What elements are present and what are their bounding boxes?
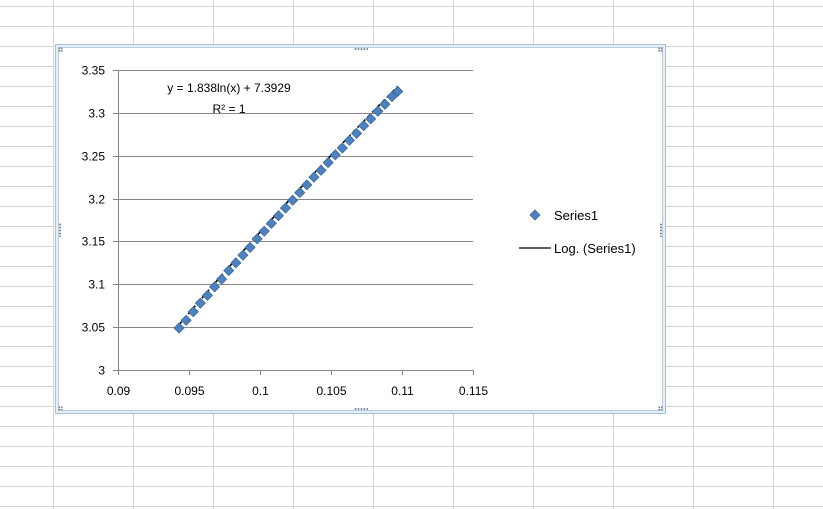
y-tick-label: 3.2 — [88, 193, 105, 207]
data-point[interactable] — [287, 194, 299, 206]
legend[interactable]: Series1 Log. (Series1) — [519, 208, 636, 256]
y-tick-label: 3.35 — [82, 64, 106, 78]
chart-area[interactable]: 3 3.05 3.1 3.15 3.2 3.25 3.3 3.35 0.09 0.095 0.1 0.… — [55, 44, 666, 414]
legend-marker-series1 — [529, 209, 541, 221]
data-point[interactable] — [237, 249, 249, 261]
data-point[interactable] — [336, 142, 348, 154]
trendline-equation-label[interactable]: y = 1.838ln(x) + 7.3929 — [167, 81, 291, 95]
y-tick-label: 3.1 — [88, 278, 105, 292]
resize-handle-top[interactable] — [354, 47, 368, 51]
x-tick-label: 0.095 — [174, 384, 204, 398]
resize-handle-right[interactable] — [659, 223, 663, 237]
data-point[interactable] — [272, 210, 285, 222]
chart: 3 3.05 3.1 3.15 3.2 3.25 3.3 3.35 0.09 0.095 0.1 0.… — [82, 64, 636, 399]
data-point[interactable] — [343, 134, 356, 146]
data-point[interactable] — [365, 113, 377, 125]
x-tick-label: 0.105 — [316, 384, 346, 398]
data-point[interactable] — [223, 265, 235, 277]
data-point[interactable] — [251, 233, 263, 245]
data-point[interactable] — [379, 98, 391, 110]
data-point[interactable] — [386, 91, 398, 103]
resize-handle-bottom[interactable] — [354, 407, 368, 411]
legend-label-series1: Series1 — [554, 208, 598, 223]
data-point[interactable] — [187, 306, 199, 318]
data-point[interactable] — [173, 322, 185, 334]
y-tick-label: 3.25 — [82, 150, 106, 164]
y-tick-label: 3.05 — [82, 321, 106, 335]
resize-handle-top-right[interactable] — [658, 47, 663, 52]
resize-handle-bottom-left[interactable] — [58, 406, 63, 411]
data-point[interactable] — [265, 217, 277, 229]
legend-label-log-series1: Log. (Series1) — [554, 241, 636, 256]
data-point[interactable] — [258, 225, 270, 237]
data-point[interactable] — [216, 273, 228, 285]
data-point[interactable] — [201, 289, 214, 301]
data-point[interactable] — [350, 127, 363, 139]
data-point[interactable] — [329, 149, 341, 161]
plot-area[interactable]: 3 3.05 3.1 3.15 3.2 3.25 3.3 3.35 0.09 0.095 0.1 0.… — [82, 64, 489, 399]
y-tick-label: 3 — [98, 364, 105, 378]
data-point[interactable] — [194, 297, 206, 309]
x-tick-label: 0.11 — [391, 384, 414, 398]
data-point[interactable] — [294, 187, 306, 199]
data-point[interactable] — [322, 157, 334, 169]
trendline-r2-label[interactable]: R² = 1 — [212, 102, 245, 116]
y-tick-label: 3.15 — [82, 235, 106, 249]
data-point[interactable] — [372, 105, 384, 117]
data-point[interactable] — [279, 202, 292, 214]
data-point[interactable] — [308, 171, 320, 183]
data-point[interactable] — [315, 164, 327, 176]
data-point[interactable] — [392, 85, 404, 97]
data-point[interactable] — [208, 281, 221, 293]
resize-handle-left[interactable] — [58, 223, 62, 237]
resize-handle-top-left[interactable] — [58, 47, 63, 52]
x-tick-label: 0.115 — [459, 384, 488, 398]
resize-handle-bottom-right[interactable] — [658, 406, 663, 411]
x-tick-label: 0.1 — [252, 384, 269, 398]
y-tick-label: 3.3 — [88, 107, 105, 121]
data-point[interactable] — [180, 314, 192, 326]
x-tick-label: 0.09 — [107, 384, 131, 398]
data-point[interactable] — [230, 257, 242, 269]
data-point[interactable] — [301, 179, 313, 191]
data-point[interactable] — [244, 241, 256, 253]
data-point[interactable] — [358, 120, 370, 132]
